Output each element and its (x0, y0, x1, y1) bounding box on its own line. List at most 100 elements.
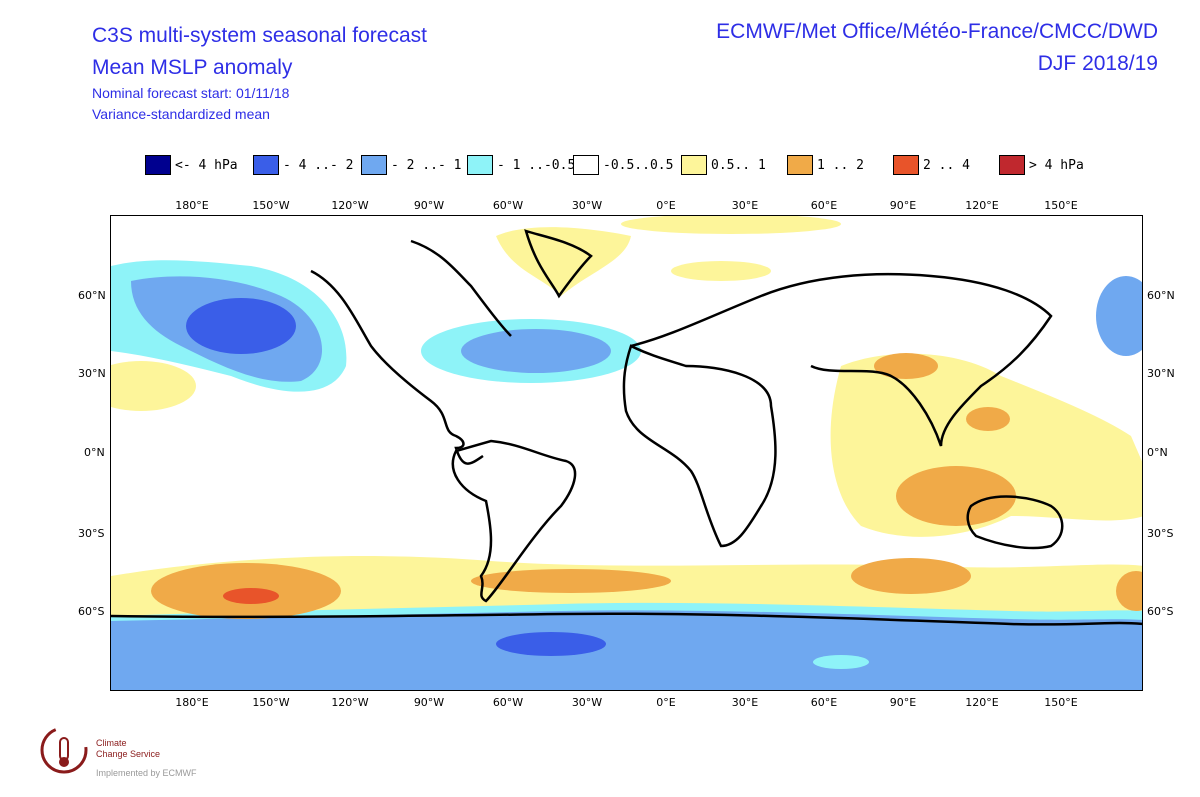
lat-tick-left: 60°N (78, 289, 106, 302)
positive-anomaly-region (874, 353, 938, 379)
legend-label: - 2 ..- 1 (391, 157, 462, 173)
coastline (111, 612, 1142, 626)
legend-item: - 2 ..- 1 (361, 155, 461, 175)
legend-item: > 4 hPa (999, 155, 1084, 175)
legend-item: -0.5..0.5 (573, 155, 673, 175)
legend-item: - 1 ..-0.5 (467, 155, 575, 175)
strong-positive-anomaly (223, 588, 279, 604)
anomaly-map (111, 216, 1142, 690)
forecast-method: Variance-standardized mean (92, 106, 270, 122)
coastline (630, 272, 1053, 447)
legend-label: > 4 hPa (1029, 157, 1084, 173)
lat-tick-left: 0°N (84, 446, 105, 459)
coastline (622, 344, 777, 548)
weak-negative-anomaly (813, 655, 869, 669)
coastline (451, 439, 577, 603)
lon-tick-bottom: 90°W (413, 696, 445, 709)
legend-item: <- 4 hPa (145, 155, 238, 175)
lat-tick-right: 60°S (1147, 605, 1174, 618)
negative-anomaly-region (111, 610, 1142, 690)
logo-line-1: Climate (96, 738, 127, 748)
lon-tick-top: 60°E (810, 199, 838, 212)
legend-item: - 4 ..- 2 (253, 155, 353, 175)
logo-line-3: Implemented by ECMWF (96, 768, 197, 778)
legend-swatch (361, 155, 387, 175)
legend-label: - 1 ..-0.5 (497, 157, 576, 173)
lat-tick-left: 60°S (78, 605, 105, 618)
lon-tick-bottom: 0°E (656, 696, 676, 709)
lon-tick-bottom: 180°E (175, 696, 209, 709)
forecast-start: Nominal forecast start: 01/11/18 (92, 85, 290, 101)
lon-tick-top: 0°E (656, 199, 676, 212)
season-label: DJF 2018/19 (1037, 52, 1158, 75)
legend-label: - 4 ..- 2 (283, 157, 354, 173)
legend-item: 0.5.. 1 (681, 155, 766, 175)
lon-tick-bottom: 30°W (571, 696, 603, 709)
lon-tick-top: 180°E (175, 199, 209, 212)
legend-swatch (893, 155, 919, 175)
legend-swatch (787, 155, 813, 175)
copernicus-logo: Climate Change Service Implemented by EC… (38, 722, 198, 782)
lat-tick-left: 30°N (78, 367, 106, 380)
legend-swatch (253, 155, 279, 175)
logo-line-2: Change Service (96, 749, 161, 759)
color-legend: <- 4 hPa - 4 ..- 2 - 2 ..- 1 - 1 ..-0.5 … (145, 155, 1105, 179)
legend-swatch (681, 155, 707, 175)
strong-negative-anomaly (496, 632, 606, 656)
lon-tick-bottom: 150°E (1044, 696, 1078, 709)
legend-item: 1 .. 2 (787, 155, 864, 175)
chart-variable: Mean MSLP anomaly (92, 56, 293, 79)
legend-swatch (999, 155, 1025, 175)
negative-anomaly-region (461, 329, 611, 373)
legend-label: <- 4 hPa (175, 157, 238, 173)
legend-label: 1 .. 2 (817, 157, 864, 173)
coastline (310, 269, 484, 465)
lon-tick-bottom: 60°W (492, 696, 524, 709)
map-panel (110, 215, 1143, 691)
lat-tick-left: 30°S (78, 527, 105, 540)
positive-anomaly-region (621, 216, 841, 234)
legend-label: 0.5.. 1 (711, 157, 766, 173)
lon-tick-bottom: 120°W (331, 696, 369, 709)
legend-swatch (573, 155, 599, 175)
coastline (524, 229, 593, 299)
lat-tick-right: 30°S (1147, 527, 1174, 540)
positive-anomaly-region (966, 407, 1010, 431)
legend-label: 2 .. 4 (923, 157, 970, 173)
positive-anomaly-region (111, 361, 196, 411)
lon-tick-bottom: 120°E (965, 696, 999, 709)
coastline (410, 239, 512, 337)
lon-tick-bottom: 150°W (252, 696, 290, 709)
positive-anomaly-region (896, 466, 1016, 526)
lat-tick-right: 0°N (1147, 446, 1168, 459)
coastline (966, 495, 1064, 550)
centres-label: ECMWF/Met Office/Météo-France/CMCC/DWD (716, 20, 1158, 43)
lon-tick-bottom: 90°E (889, 696, 917, 709)
lon-tick-top: 150°W (252, 199, 290, 212)
legend-swatch (145, 155, 171, 175)
legend-label: -0.5..0.5 (603, 157, 674, 173)
lon-tick-top: 60°W (492, 199, 524, 212)
lon-tick-top: 120°W (331, 199, 369, 212)
lon-tick-top: 120°E (965, 199, 999, 212)
positive-anomaly-region (1116, 571, 1142, 611)
positive-anomaly-region (851, 558, 971, 594)
strong-negative-anomaly (186, 298, 296, 354)
lon-tick-top: 150°E (1044, 199, 1078, 212)
lat-tick-right: 30°N (1147, 367, 1175, 380)
lon-tick-bottom: 30°E (731, 696, 759, 709)
lon-tick-top: 90°W (413, 199, 445, 212)
coastlines (111, 229, 1142, 626)
lon-tick-top: 30°W (571, 199, 603, 212)
lon-tick-top: 30°E (731, 199, 759, 212)
lon-tick-top: 90°E (889, 199, 917, 212)
positive-anomaly-region (471, 569, 671, 593)
logo-emblem-icon (40, 726, 88, 774)
chart-title: C3S multi-system seasonal forecast (92, 24, 427, 47)
negative-anomaly-region (1096, 276, 1142, 356)
lon-tick-bottom: 60°E (810, 696, 838, 709)
legend-item: 2 .. 4 (893, 155, 970, 175)
legend-swatch (467, 155, 493, 175)
positive-anomaly-region (671, 261, 771, 281)
lat-tick-right: 60°N (1147, 289, 1175, 302)
